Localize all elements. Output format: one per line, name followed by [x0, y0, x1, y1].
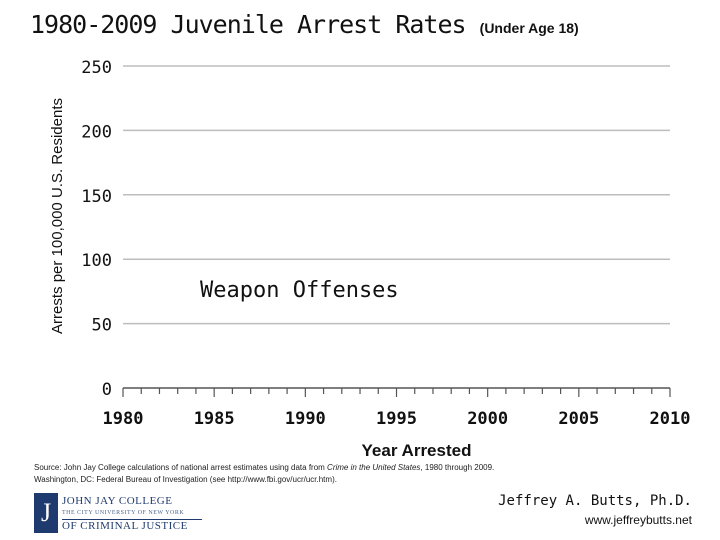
x-tick-label-2010: 2010 — [650, 409, 691, 429]
john-jay-logo: J JOHN JAY COLLEGE THE CITY UNIVERSITY O… — [34, 493, 202, 533]
author-name: Jeffrey A. Butts, Ph.D. — [498, 493, 692, 509]
x-axis-title: Year Arrested — [362, 441, 472, 460]
x-tick-label-1985: 1985 — [194, 409, 235, 429]
logo-mark: J — [34, 493, 58, 533]
logo-divider — [62, 518, 202, 520]
logo-line-3: OF CRIMINAL JUSTICE — [62, 519, 188, 532]
source-line-2: Washington, DC: Federal Bureau of Invest… — [34, 475, 337, 484]
author-url: www.jeffreybutts.net — [584, 513, 692, 527]
logo-wordmark: JOHN JAY COLLEGE THE CITY UNIVERSITY OF … — [62, 495, 202, 532]
source-prefix: Source: John Jay College calculations of… — [34, 463, 328, 472]
x-tick-label-2000: 2000 — [467, 409, 508, 429]
author-block: Jeffrey A. Butts, Ph.D. www.jeffreybutts… — [498, 493, 692, 527]
y-axis-title: Arrests per 100,000 U.S. Residents — [49, 98, 66, 334]
x-tick-label-1990: 1990 — [285, 409, 326, 429]
y-tick-label-150: 150 — [81, 187, 112, 207]
source-note: Source: John Jay College calculations of… — [34, 462, 594, 486]
line-chart: 0 50 100 150 200 250 1980 1985 1990 1995 2000 2005 2… — [49, 58, 691, 460]
logo-line-2: THE CITY UNIVERSITY OF NEW YORK — [62, 509, 185, 516]
source-suffix: , 1980 through 2009. — [420, 463, 495, 472]
x-tick-label-1995: 1995 — [376, 409, 417, 429]
chart-title-subtitle: (Under Age 18) — [479, 20, 579, 36]
y-tick-label-100: 100 — [81, 251, 112, 271]
x-tick-label-2005: 2005 — [558, 409, 599, 429]
y-tick-label-200: 200 — [81, 122, 112, 142]
source-publication: Crime in the United States — [327, 463, 421, 472]
logo-line-1: JOHN JAY COLLEGE — [62, 494, 173, 507]
chart-title: 1980-2009 Juvenile Arrest Rates (Under A… — [30, 10, 579, 39]
series-annotation-label: Weapon Offenses — [200, 278, 399, 303]
chart-title-main: 1980-2009 Juvenile Arrest Rates — [30, 10, 467, 39]
x-tick-label-1980: 1980 — [103, 409, 144, 429]
y-tick-label-50: 50 — [92, 316, 112, 336]
y-tick-label-0: 0 — [102, 380, 112, 400]
y-tick-label-250: 250 — [81, 58, 112, 78]
